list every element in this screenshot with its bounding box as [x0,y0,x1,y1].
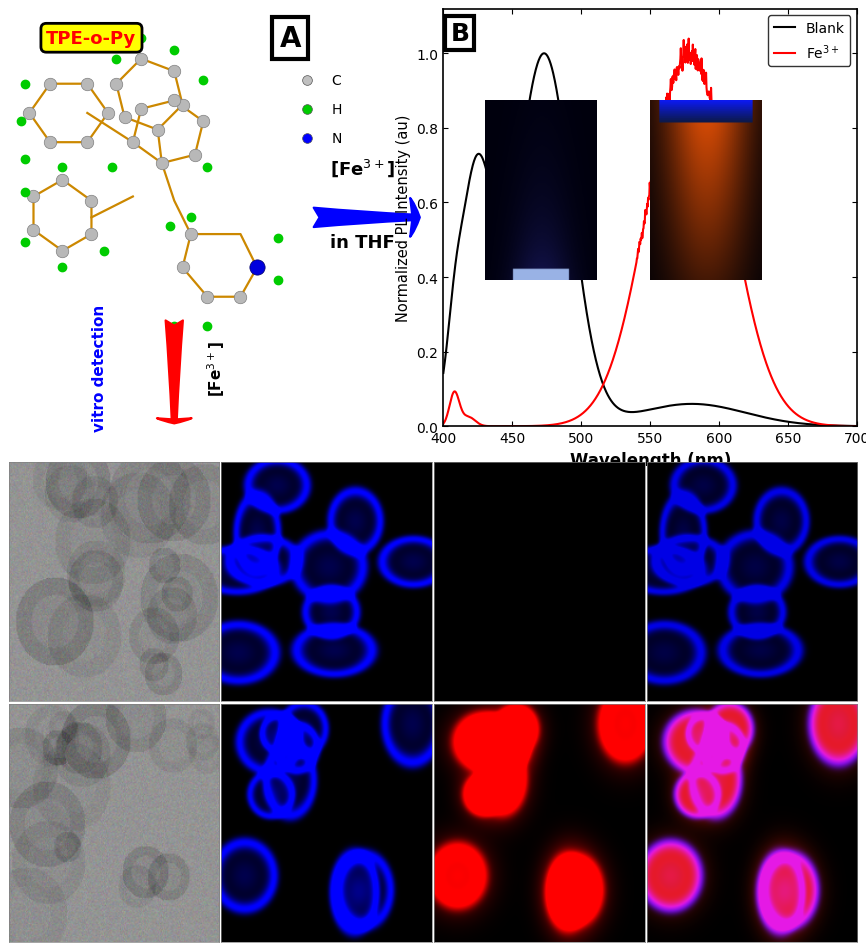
Text: vitro detection: vitro detection [93,305,107,432]
Blank [481,163,491,174]
Line: Blank: Blank [443,54,857,426]
Text: A: A [280,25,301,52]
Blank [621,407,631,418]
Blank [606,396,617,407]
Fe$^{3+}$ [621,307,631,318]
Fe$^{3+}$ [606,360,617,371]
Fe$^{3+}$ [762,360,772,371]
Blank [438,367,449,379]
Fe$^{3+}$ [438,419,449,430]
Blank [761,412,772,424]
Fe$^{3+}$ [683,34,694,46]
Y-axis label: Normalized PL Intensity (au): Normalized PL Intensity (au) [396,114,411,322]
Text: C: C [332,73,341,88]
X-axis label: Wavelength (nm): Wavelength (nm) [570,451,731,469]
Blank [769,414,779,426]
Fe$^{3+}$ [852,421,863,432]
Text: [Fe$^{3+}$]: [Fe$^{3+}$] [204,341,227,396]
Fe$^{3+}$ [492,421,502,432]
Blank [539,49,549,60]
Text: H: H [332,103,342,117]
Text: B: B [450,22,469,46]
Text: in THF: in THF [330,234,395,252]
Text: N: N [332,132,342,146]
Fe$^{3+}$ [481,421,491,432]
Fe$^{3+}$ [723,194,734,206]
Fe$^{3+}$ [769,379,779,390]
Blank [852,421,863,432]
Line: Fe$^{3+}$: Fe$^{3+}$ [443,40,857,426]
Blank [723,404,734,415]
Text: [Fe$^{3+}$]: [Fe$^{3+}$] [330,157,396,179]
Text: TPE-ο-Py: TPE-ο-Py [47,30,137,48]
Legend: Blank, Fe$^{3+}$: Blank, Fe$^{3+}$ [768,16,850,67]
